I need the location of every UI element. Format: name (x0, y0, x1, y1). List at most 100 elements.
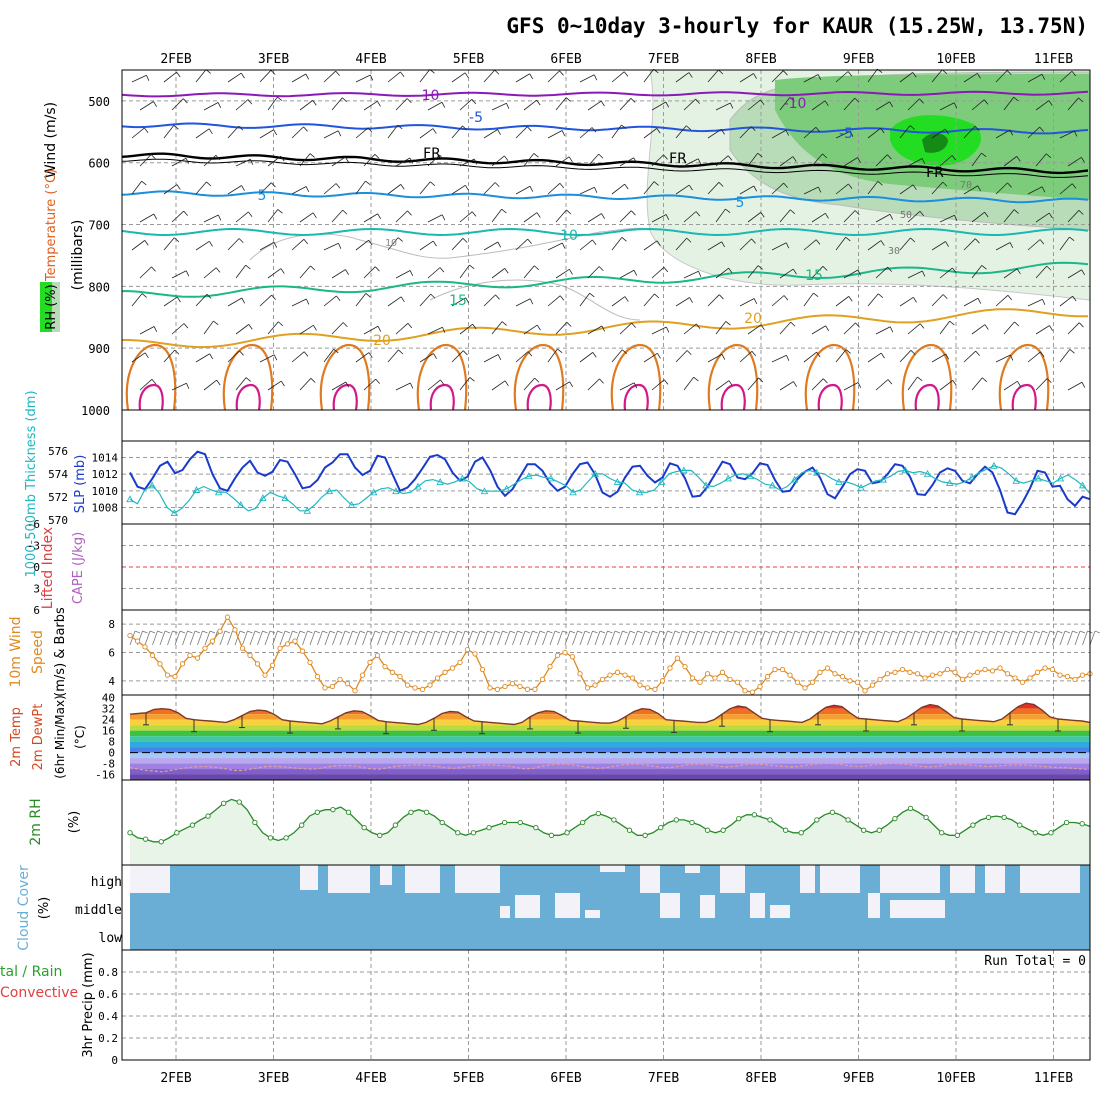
wind-barb (747, 152, 758, 167)
wind10-point (892, 669, 898, 675)
wind-barb (792, 268, 797, 275)
rh-axis-label: RH (%) (44, 284, 59, 329)
rh2m-point (829, 809, 836, 815)
wind-barb (547, 348, 558, 363)
wind10-barb (292, 630, 298, 634)
wind-barb (631, 322, 636, 328)
wind-barb (910, 237, 916, 243)
wind-barb (697, 158, 702, 165)
wind-barb (141, 180, 147, 186)
wind10-barb (1049, 630, 1056, 634)
wind-barb (811, 153, 823, 167)
wind-barb (1035, 212, 1050, 223)
wind-barb (336, 295, 341, 301)
wind-barb (1027, 351, 1041, 363)
wind-barb (1081, 269, 1086, 276)
wind-barb (206, 294, 212, 299)
wind-barb (568, 156, 573, 163)
wind-barb (1009, 242, 1014, 249)
wind-barb (657, 353, 661, 359)
wind10-barb (1037, 630, 1043, 646)
rh2m-point (533, 824, 539, 831)
wind10-barb (332, 630, 338, 646)
temperature-contour (901, 343, 953, 411)
wind-barb (665, 214, 670, 221)
wind-barb (195, 353, 210, 363)
wind-barb (792, 156, 797, 162)
wind-barb (803, 186, 819, 195)
wind10-barb (182, 630, 188, 646)
wind-barb (939, 214, 955, 223)
wind-barb (790, 321, 796, 327)
wind10-point (577, 671, 583, 677)
wind10-barb (437, 630, 443, 646)
wind10-barb (772, 630, 778, 634)
wind-barb (931, 241, 946, 251)
wind10-barb (1004, 630, 1011, 634)
wind-barb (995, 354, 1011, 363)
wind-barb (688, 184, 693, 191)
wind-barb (213, 320, 219, 326)
thickness-point (170, 509, 179, 517)
wind-barb (368, 352, 373, 358)
temp2m-tick-label: 24 (102, 714, 116, 727)
thickness-point (768, 481, 777, 489)
wind10-point (592, 682, 598, 688)
wind10-barb (284, 630, 291, 634)
wind-barb (494, 69, 500, 75)
wind10-point (1072, 676, 1078, 683)
wind-barb (739, 185, 755, 195)
wind-barb (248, 211, 253, 217)
wind-barb (355, 352, 370, 363)
thickness-tick-label: 576 (48, 445, 68, 458)
rh2m-point (595, 810, 601, 817)
rh2m-point (127, 830, 133, 836)
wind10-point (389, 669, 396, 675)
wind-barb (593, 74, 598, 81)
wind10-barb (744, 630, 751, 646)
wind-barb (835, 296, 850, 307)
wind-barb (1040, 351, 1045, 357)
wind-barb (1003, 209, 1015, 223)
wind10-barb (849, 630, 856, 646)
wind10-barb (639, 630, 646, 646)
wind-barb (598, 266, 604, 272)
wind-barb (395, 98, 408, 111)
wind-barb (323, 130, 339, 139)
wind-barb (953, 102, 958, 109)
rh2m-point (174, 830, 180, 836)
wind10-point (734, 679, 741, 685)
wind-barb (278, 321, 284, 327)
wind-barb (345, 269, 349, 275)
wind-barb (529, 73, 534, 80)
wind-barb (675, 297, 690, 307)
wind-barb (555, 322, 568, 335)
wind10-barb (974, 630, 981, 634)
wind-barb (534, 265, 540, 271)
cloud-clear-block (800, 865, 815, 893)
wind-barb (683, 98, 696, 111)
wind-barb (491, 208, 502, 223)
wind-barb (131, 127, 145, 139)
wind-barb (952, 380, 957, 386)
wind-barb (195, 181, 207, 195)
temp2m-tick-label: 16 (102, 725, 115, 738)
wind-barb (813, 292, 819, 298)
wind10-barb (767, 630, 773, 646)
wind-barb (174, 237, 180, 243)
wind-barb (1041, 74, 1046, 80)
wind10-barb (322, 630, 328, 634)
wind10-point (449, 665, 456, 671)
wind-barb (235, 324, 250, 335)
wind-barb (427, 379, 441, 391)
rh2m-point (970, 822, 976, 828)
wind-barb (419, 240, 434, 251)
wind-barb (171, 210, 184, 223)
wind-barb (459, 264, 470, 279)
wind10-barb (309, 630, 316, 646)
wind10-barb (937, 630, 943, 634)
wind-barb (1013, 96, 1019, 102)
wind-barb (739, 73, 754, 83)
wind-barb (323, 70, 336, 83)
date-label-top: 2FEB (160, 52, 191, 67)
